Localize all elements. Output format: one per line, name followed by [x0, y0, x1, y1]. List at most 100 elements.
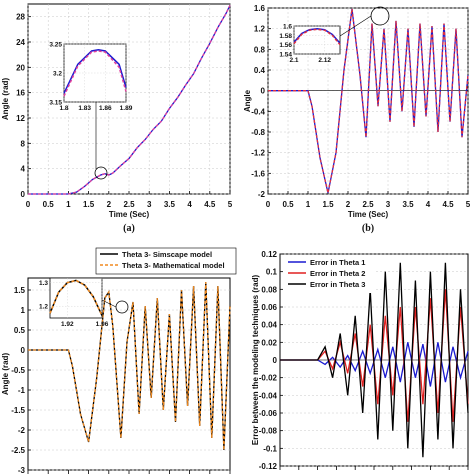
legend-c: Theta 3- Simscape model Theta 3- Mathemat…	[95, 247, 237, 275]
inset-y-tick-label-c: 1.3	[39, 280, 48, 287]
chart-c: -3 -2.5 -2 -1.5 -1 -0.5 0 0.5 1 1.5 Angle (rad) 1.2…	[1, 247, 237, 474]
x-tick-label-a: 0.5	[43, 200, 55, 209]
panel-label-b: (b)	[362, 223, 374, 234]
legend-label-c-0: Theta 3- Simscape model	[122, 250, 212, 259]
y-tick-label-a: 20	[16, 63, 25, 72]
x-axis-label-a: Time (Sec)	[109, 210, 150, 219]
panel-label-a: (a)	[123, 223, 135, 234]
x-tick-label-a: 1.5	[83, 200, 95, 209]
inset-y-tick-label-b: 1.6	[283, 24, 292, 31]
y-tick-label-d: -0.02	[259, 374, 278, 383]
inset-y-tick-label-a: 3.2	[53, 71, 62, 78]
y-tick-label-a: 12	[16, 114, 25, 123]
x-tick-label-b: 3	[386, 200, 391, 209]
x-tick-label-b: 3.5	[402, 200, 414, 209]
y-tick-label-b: -1.2	[251, 149, 265, 158]
y-tick-label-a: 4	[21, 165, 26, 174]
y-tick-label-b: -0.8	[251, 128, 265, 137]
legend-label-d-1: Error in Theta 2	[310, 269, 365, 278]
y-tick-label-d: -0.06	[259, 409, 278, 418]
y-tick-label-d: 0.06	[261, 303, 277, 312]
inset-series-line-b-0	[293, 28, 341, 44]
inset-x-tick-label-b: 2.12	[318, 57, 331, 64]
y-tick-label-b: 0	[261, 87, 266, 96]
series-line-b-1	[268, 8, 469, 194]
y-tick-label-a: 24	[16, 38, 25, 47]
y-tick-label-a: 16	[16, 89, 25, 98]
chart-a: 0 4 8 12 16 20 24 28 0 0.5 1 1.5 2 2.5 3 3.5 4 4.5 5 Time (…	[1, 3, 233, 234]
callout-connector-c	[101, 299, 117, 308]
legend-box-c	[95, 247, 237, 275]
y-tick-label-d: 0.1	[266, 268, 278, 277]
x-tick-label-a: 2.5	[123, 200, 135, 209]
inset-c: 1.2 1.3 1.92 1.96	[39, 277, 109, 328]
y-tick-label-d: 0.04	[261, 321, 277, 330]
y-tick-label-d: 0.02	[261, 338, 277, 347]
plot-area-a	[27, 3, 231, 195]
y-axis-label-b: Angle	[243, 89, 252, 112]
inset-series-line-b-1	[293, 28, 341, 46]
y-tick-label-d: 0.08	[261, 285, 277, 294]
inset-b: 1.54 1.56 1.58 1.6 2.1 2.12	[279, 24, 341, 64]
chart-b: -2 -1.6 -1.2 -0.8 -0.4 0 0.4 0.8 1.2 1.6 0 0.5 1 1.5 2…	[243, 4, 471, 234]
inset-x-tick-label-c: 1.96	[96, 321, 109, 328]
y-axis-label-d: Error between the modeling techniques (r…	[251, 275, 260, 446]
inset-y-tick-label-c: 1.2	[39, 304, 48, 311]
inset-x-tick-label-a: 1.83	[78, 105, 91, 112]
x-tick-label-b: 2	[346, 200, 351, 209]
y-tick-label-a: 28	[16, 13, 25, 22]
y-tick-label-c: 0.5	[14, 326, 26, 335]
x-tick-label-a: 3.5	[164, 200, 176, 209]
y-tick-label-c: -1.5	[11, 406, 25, 415]
callout-connector-b	[339, 15, 372, 37]
y-tick-label-b: -0.4	[251, 107, 265, 116]
inset-x-tick-label-b: 2.1	[289, 57, 298, 64]
x-tick-label-a: 5	[228, 200, 233, 209]
y-tick-label-d: -0.1	[263, 444, 277, 453]
inset-x-tick-label-a: 1.86	[99, 105, 112, 112]
x-tick-label-a: 0	[26, 200, 31, 209]
x-tick-label-a: 3	[147, 200, 152, 209]
y-tick-label-d: 0.12	[261, 250, 277, 259]
series-line-a-1	[28, 5, 231, 195]
x-tick-label-b: 4.5	[442, 200, 454, 209]
y-tick-label-a: 0	[21, 190, 26, 199]
y-tick-label-d: -0.12	[259, 462, 278, 471]
y-tick-label-c: -2	[18, 426, 26, 435]
y-tick-label-b: 1.6	[254, 4, 266, 13]
y-tick-label-b: -2	[258, 190, 266, 199]
inset-y-tick-label-b: 1.58	[279, 33, 292, 40]
inset-x-tick-label-a: 1.89	[120, 105, 133, 112]
legend-label-d-2: Error in Theta 3	[310, 280, 365, 289]
inset-y-tick-label-b: 1.56	[279, 42, 292, 49]
inset-y-tick-label-b: 1.54	[279, 52, 292, 59]
y-axis-label-c: Angle (rad)	[1, 353, 10, 396]
y-tick-label-b: 1.2	[254, 25, 266, 34]
x-tick-label-b: 0.5	[282, 200, 294, 209]
inset-x-tick-label-a: 1.8	[59, 105, 68, 112]
x-tick-label-a: 4	[187, 200, 192, 209]
y-tick-label-c: -1	[18, 386, 26, 395]
y-tick-label-a: 8	[21, 139, 26, 148]
y-tick-label-b: -1.6	[251, 169, 265, 178]
y-tick-label-c: -0.5	[11, 366, 25, 375]
inset-series-line-c-1	[49, 279, 103, 316]
inset-y-tick-label-a: 3.25	[49, 42, 62, 49]
y-tick-label-d: -0.04	[259, 391, 278, 400]
x-tick-label-b: 5	[466, 200, 471, 209]
series-line-d-2	[280, 262, 469, 458]
series-line-c-1	[28, 281, 231, 451]
y-tick-label-c: 1.5	[14, 286, 26, 295]
y-tick-label-b: 0.4	[254, 66, 266, 75]
y-tick-label-c: 0	[21, 346, 26, 355]
chart-d: 0.12 0.1 0.08 0.06 0.04 0.02 0 -0.02 -0.04 -0.06 -…	[251, 250, 469, 471]
y-tick-label-c: -3	[18, 466, 26, 474]
x-tick-label-b: 4	[426, 200, 431, 209]
x-tick-label-a: 4.5	[204, 200, 216, 209]
x-tick-label-b: 1	[306, 200, 311, 209]
inset-a: 3.15 3.2 3.25 1.8 1.83 1.86 1.89	[49, 42, 132, 113]
inset-series-line-a-0	[63, 49, 127, 94]
x-tick-label-a: 1	[66, 200, 71, 209]
y-tick-label-c: -2.5	[11, 446, 25, 455]
